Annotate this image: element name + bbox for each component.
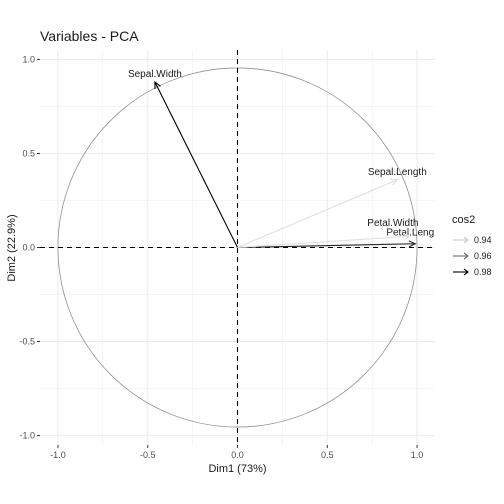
arrowhead-petal-length <box>408 240 417 248</box>
x-tick-label: -0.5 <box>140 450 156 460</box>
arrow-sepal-width <box>154 81 238 248</box>
legend-title: cos2 <box>452 214 475 226</box>
legend-label: 0.96 <box>474 251 492 261</box>
x-tick-label: 1.0 <box>411 450 424 460</box>
y-tick-label: 0.5 <box>22 148 35 158</box>
legend: cos2 0.94 0.96 0.98 <box>452 214 492 277</box>
y-axis-label: Dim2 (22.9%) <box>6 214 18 281</box>
unit-circle <box>57 67 418 428</box>
y-tick-label: 0.0 <box>22 243 35 253</box>
arrow-label-sepal-length: Sepal.Length <box>368 167 427 178</box>
legend-label: 0.98 <box>474 267 492 277</box>
x-tick-label: 0.0 <box>231 450 244 460</box>
arrowhead-petal-width <box>403 233 412 241</box>
variable-arrows: Sepal.Length Sepal.Width Petal.LengPetal.W… <box>128 69 434 249</box>
arrow-label-petal-length: Petal.Leng <box>386 228 434 239</box>
legend-label: 0.94 <box>474 235 492 245</box>
arrow-sepal-length <box>237 179 398 249</box>
arrow-label-petal-width: Petal.Width <box>367 218 418 229</box>
arrow-petal-width <box>237 235 410 249</box>
y-tick-label: -0.5 <box>19 337 35 347</box>
x-tick-label: 0.5 <box>321 450 334 460</box>
axes: -1.0 -0.5 0.0 0.5 1.0 -1.0 -0.5 0.0 0.5 1.0 <box>19 54 423 460</box>
y-tick-label: -1.0 <box>19 431 35 441</box>
legend-key-arrowhead <box>463 236 469 244</box>
x-tick-label: -1.0 <box>50 450 66 460</box>
y-tick-label: 1.0 <box>22 54 35 64</box>
arrow-label-sepal-width: Sepal.Width <box>128 69 182 80</box>
arrowhead-sepal-length <box>390 178 399 186</box>
legend-key-arrowhead <box>463 268 469 276</box>
legend-key-arrowhead <box>463 252 469 260</box>
arrowhead-sepal-width <box>154 80 161 89</box>
arrow-petal-length <box>237 243 416 249</box>
chart-title: Variables - PCA <box>40 28 139 44</box>
x-axis-label: Dim1 (73%) <box>208 463 266 475</box>
